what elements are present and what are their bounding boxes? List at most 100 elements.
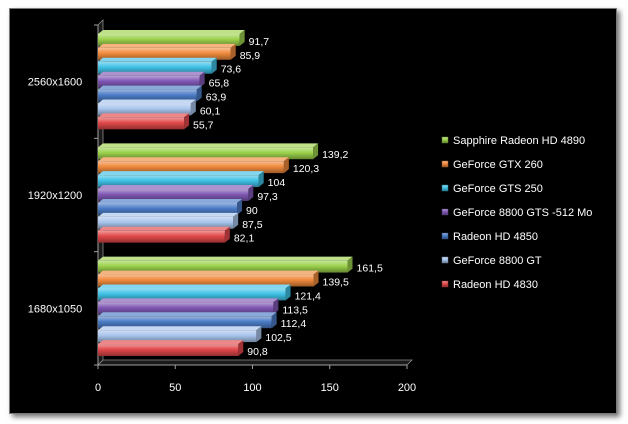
data-label: 139,2	[322, 149, 348, 161]
bar-top-face	[98, 270, 319, 275]
bar-end-face	[313, 143, 319, 160]
bar-top-face	[98, 99, 196, 104]
bar-end-face	[285, 284, 291, 301]
bar-front	[98, 288, 286, 301]
bar-top-face	[98, 113, 190, 118]
bar-front	[98, 260, 348, 273]
legend-item: Radeon HD 4850	[441, 231, 538, 243]
data-label: 63,9	[206, 92, 227, 104]
data-label: 87,5	[242, 219, 263, 231]
bar-top-face	[98, 30, 245, 34]
bar	[98, 85, 202, 102]
data-label: 65,8	[209, 78, 230, 90]
bar-end-face	[211, 57, 217, 74]
bar-top-face	[98, 198, 243, 203]
category-label: 1680x1050	[28, 303, 82, 315]
bar	[98, 326, 262, 343]
bar-top-face	[98, 143, 319, 148]
plot-area: 0 50 100 150 200 2560x1600 91,7 85,9 73,6 65,8 63,…	[28, 19, 416, 394]
bar-end-face	[256, 326, 262, 343]
bar-front	[98, 47, 231, 60]
bar	[98, 312, 277, 329]
bar-front	[98, 75, 200, 88]
legend-label: GeForce 8800 GTS -512 Mo	[453, 207, 592, 219]
bar-end-face	[230, 43, 236, 60]
bar	[98, 256, 353, 273]
bar	[98, 71, 205, 88]
bar-end-face	[190, 99, 196, 116]
bar-end-face	[239, 30, 245, 46]
bar-top-face	[98, 71, 205, 76]
bar-end-face	[196, 85, 202, 102]
legend-swatch	[441, 280, 449, 288]
bar	[98, 43, 236, 60]
floor	[97, 359, 413, 366]
legend-label: Radeon HD 4830	[453, 279, 538, 291]
bar-front	[98, 34, 240, 46]
data-label: 91,7	[249, 36, 270, 48]
legend-item: GeForce 8800 GT	[441, 255, 542, 267]
bar-chart: 0 50 100 150 200 2560x1600 91,7 85,9 73,6 65,8 63,…	[28, 19, 592, 394]
legend-label: Sapphire Radeon HD 4890	[453, 135, 585, 147]
bar-top-face	[98, 256, 353, 261]
bar-end-face	[248, 185, 254, 201]
bar-front	[98, 189, 249, 201]
bar-end-face	[184, 113, 190, 130]
bar	[98, 298, 279, 315]
legend-label: GeForce GTS 250	[453, 183, 543, 195]
bar-front	[98, 61, 212, 74]
bar-front	[98, 230, 225, 243]
legend-label: GeForce GTX 260	[453, 159, 543, 171]
bar-top-face	[98, 57, 217, 62]
bar	[98, 198, 243, 215]
legend: Sapphire Radeon HD 4890 GeForce GTX 260 Ge…	[441, 135, 592, 291]
bar-end-face	[258, 171, 264, 188]
legend-item: Sapphire Radeon HD 4890	[441, 135, 585, 147]
data-label: 60,1	[200, 105, 221, 117]
bar-front	[98, 330, 257, 343]
data-label: 82,1	[234, 233, 255, 245]
x-tick-label: 100	[243, 382, 261, 394]
bar-front	[98, 175, 259, 188]
legend-item: GeForce GTX 260	[441, 159, 543, 171]
bar-end-face	[224, 226, 230, 243]
bar-front	[98, 274, 314, 287]
bar	[98, 113, 190, 130]
bar-top-face	[98, 284, 291, 289]
legend-item: GeForce GTS 250	[441, 183, 543, 195]
bar-end-face	[233, 212, 239, 229]
category-label: 1920x1200	[28, 190, 82, 202]
legend-item: Radeon HD 4830	[441, 279, 538, 291]
legend-swatch	[441, 232, 449, 240]
bar-top-face	[98, 298, 279, 303]
data-label: 90	[246, 205, 258, 217]
chart-frame: 0 50 100 150 200 2560x1600 91,7 85,9 73,6 65,8 63,…	[9, 8, 617, 414]
bar-front	[98, 89, 197, 102]
legend-swatch	[441, 184, 449, 192]
category-label: 2560x1600	[28, 77, 82, 89]
bar-front	[98, 117, 185, 130]
bar	[98, 99, 196, 116]
bar	[98, 185, 254, 201]
bar-top-face	[98, 85, 202, 90]
x-tick-label: 50	[169, 382, 181, 394]
legend-swatch	[441, 136, 449, 144]
bar-top-face	[98, 157, 289, 162]
bar	[98, 226, 230, 243]
data-label: 73,6	[221, 64, 242, 76]
bar-end-face	[238, 340, 244, 356]
bar-top-face	[98, 340, 244, 345]
data-label: 120,3	[293, 163, 319, 175]
bar-front	[98, 302, 274, 315]
bar-top-face	[98, 326, 262, 331]
data-label: 85,9	[240, 50, 261, 62]
data-label: 112,4	[281, 318, 307, 330]
bar-front	[98, 216, 234, 229]
bar	[98, 212, 239, 229]
bar-front	[98, 161, 284, 174]
bar	[98, 30, 245, 46]
x-tick-label: 0	[95, 382, 101, 394]
bar	[98, 57, 217, 74]
data-label: 97,3	[257, 191, 278, 203]
bar-end-face	[347, 256, 353, 273]
